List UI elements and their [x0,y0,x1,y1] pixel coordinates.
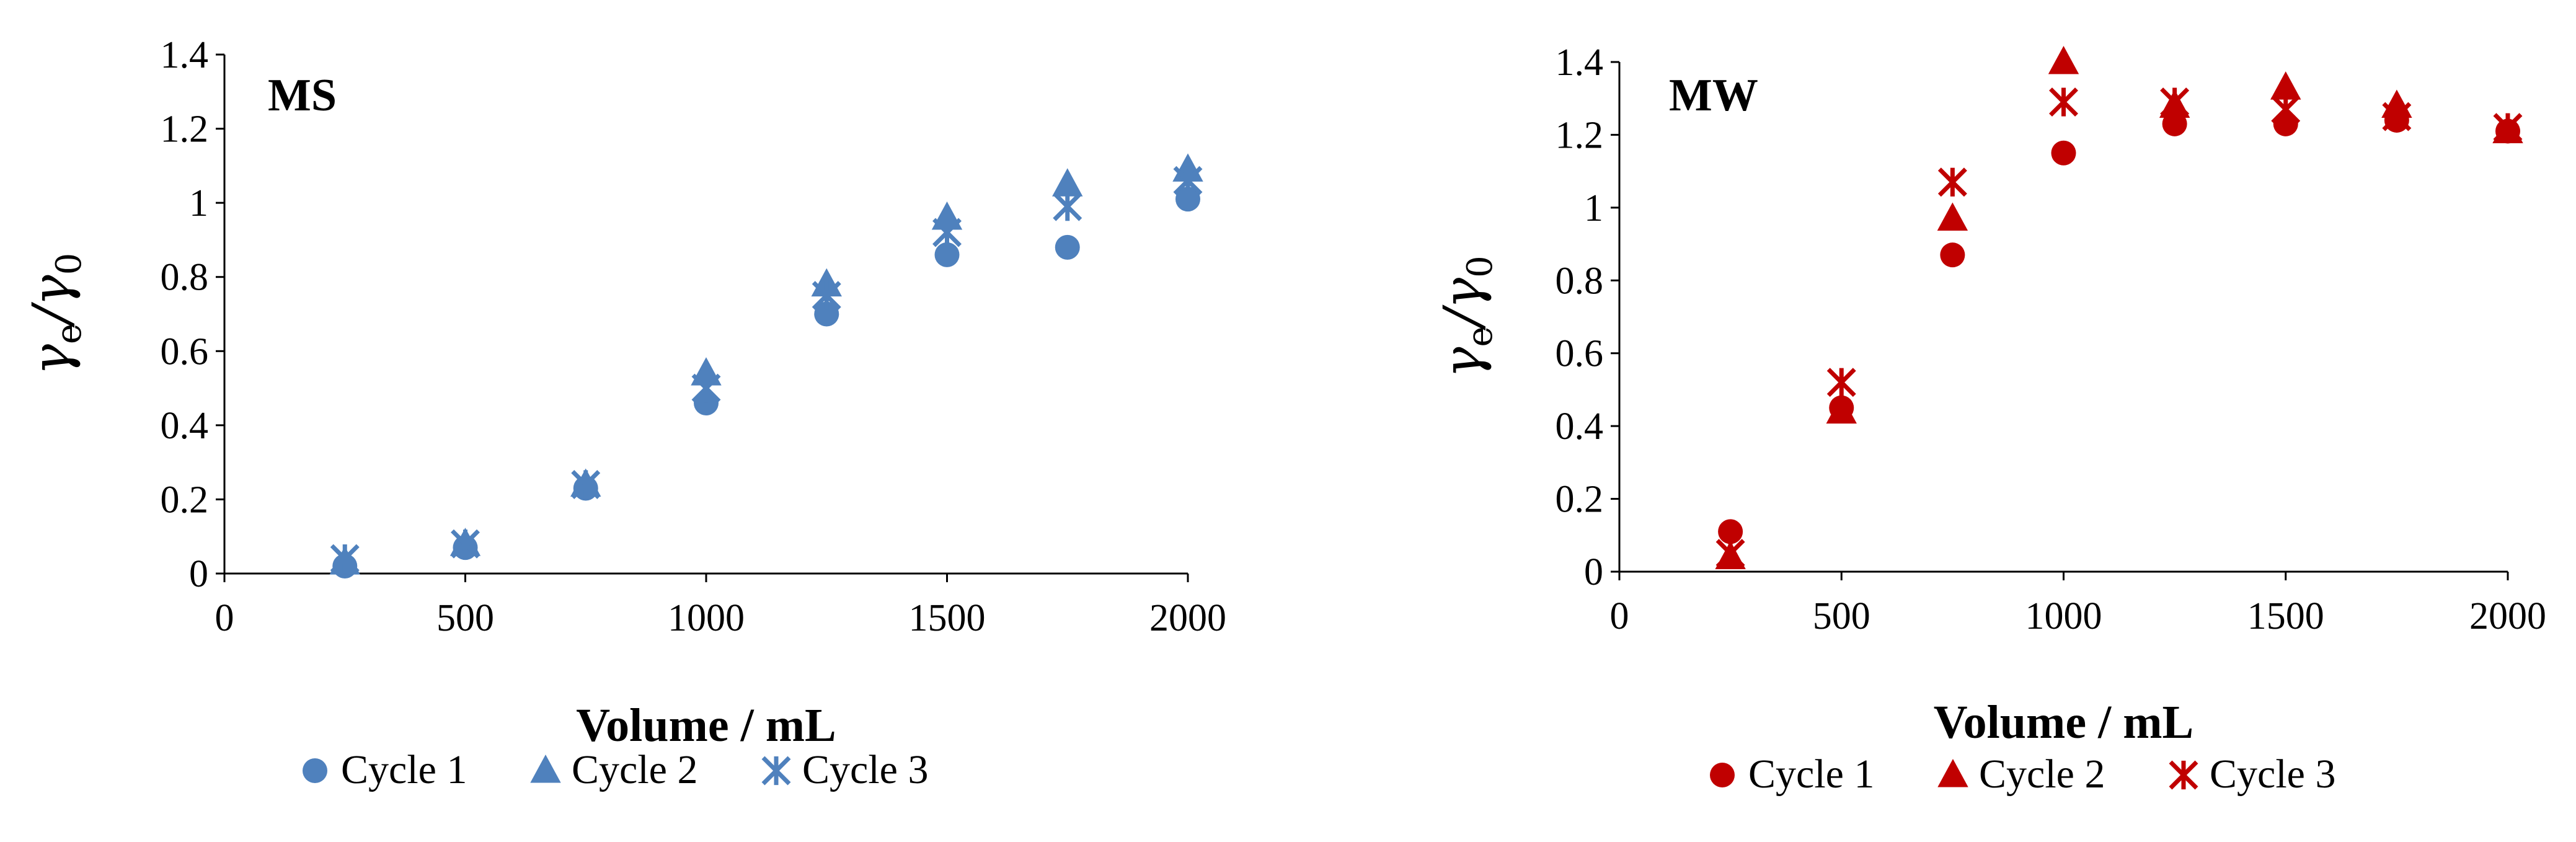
data-point [1173,166,1203,195]
series-cycle-3 [330,166,1203,574]
y-tick-label: 0.2 [1556,479,1604,521]
chart-panel-mw: 0 0.2 0.4 0.6 0.8 1 1.2 1.4 0 500 1000 1500 2000 MW Vo… [1432,42,2546,797]
legend-marker [1710,763,1735,787]
legend: Cycle 1 Cycle 2 Cycle 3 [303,747,928,792]
x-axis-title: Volume / mL [576,699,836,751]
legend-label: Cycle 3 [2210,751,2335,797]
data-point [1937,167,1967,197]
x-tick-label: 0 [215,597,234,639]
y-tick-label: 0.4 [161,405,209,447]
series-cycle-1 [1718,107,2520,544]
data-point [691,373,721,403]
y-axis-title: γe/γ0 [1432,255,1500,378]
legend-marker [530,755,561,783]
x-tick-label: 1500 [909,597,986,639]
y-tick-label: 0.6 [1556,333,1604,375]
y-tick-label: 1.2 [1556,114,1604,156]
data-point [2051,140,2076,166]
y-tick-label: 0.2 [161,479,209,521]
legend-label: Cycle 1 [341,747,467,792]
data-point [1053,192,1082,221]
data-point [330,544,360,574]
chart-panel-ms: 0 0.2 0.4 0.6 0.8 1 1.2 1.4 0 500 1000 1500 2000 MS Vo… [21,34,1226,792]
series-cycle-1 [332,187,1200,579]
legend-label: Cycle 2 [1979,751,2105,797]
y-tick-label: 1.4 [1556,42,1604,84]
data-point [814,301,839,327]
panel-label: MS [268,70,337,121]
y-tick-label: 0 [189,553,208,595]
data-point [934,242,960,267]
data-point [2271,94,2301,124]
data-point [2382,102,2412,131]
x-tick-label: 0 [1610,595,1629,637]
x-tick-label: 1000 [2025,595,2102,637]
y-tick-label: 0.8 [1556,260,1604,302]
data-point [812,281,841,311]
y-tick-label: 1 [1584,187,1603,229]
y-tick-label: 1.2 [161,109,209,151]
x-tick-label: 500 [1813,595,1870,637]
data-point [2493,113,2523,143]
series-cycle-3 [1715,87,2523,569]
data-point [1055,234,1080,260]
y-tick-label: 0.8 [161,257,209,299]
data-point [1052,168,1083,197]
x-tick-label: 1000 [668,597,745,639]
legend-marker [2169,760,2198,790]
y-tick-label: 0.6 [161,330,209,373]
data-point [932,218,962,247]
data-point [2270,71,2301,100]
y-tick-label: 0.4 [1556,405,1604,448]
legend-marker [761,756,791,786]
x-tick-label: 2000 [1149,597,1226,639]
legend-marker [303,758,327,783]
data-point [571,470,601,499]
data-point [1826,395,1857,424]
data-point [2048,46,2079,74]
y-tick-label: 1 [189,182,208,224]
data-point [2049,87,2078,117]
data-point [2160,87,2190,117]
data-point [1715,539,1745,569]
y-tick-label: 1.4 [161,34,209,76]
panel-label: MW [1669,70,1758,121]
data-point [1940,242,1965,268]
legend-label: Cycle 3 [802,747,928,792]
legend: Cycle 1 Cycle 2 Cycle 3 [1710,751,2335,797]
legend-label: Cycle 1 [1748,751,1874,797]
y-tick-label: 0 [1584,551,1603,593]
x-tick-label: 1500 [2247,595,2324,637]
legend-label: Cycle 2 [572,747,697,792]
series-cycle-2 [329,153,1203,575]
x-axis-title: Volume / mL [1934,696,2193,748]
y-axis-title: γe/γ0 [21,253,89,376]
data-point [1826,368,1856,397]
x-tick-label: 2000 [2469,595,2546,637]
legend-marker [1937,759,1968,787]
x-tick-label: 500 [436,597,494,639]
data-point [1718,519,1743,544]
data-point [451,529,480,559]
data-point [1937,202,1968,231]
data-point [1175,187,1200,212]
